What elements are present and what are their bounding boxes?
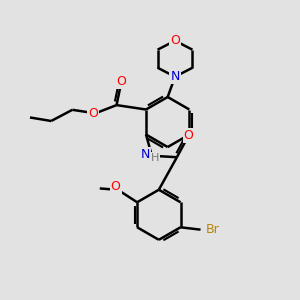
Text: O: O [184, 129, 194, 142]
Text: O: O [116, 75, 126, 88]
Text: N: N [170, 70, 180, 83]
Text: O: O [88, 107, 98, 120]
Text: O: O [170, 34, 180, 47]
Text: H: H [151, 153, 160, 163]
Text: O: O [111, 181, 121, 194]
Text: N: N [141, 148, 150, 161]
Text: Br: Br [206, 223, 220, 236]
